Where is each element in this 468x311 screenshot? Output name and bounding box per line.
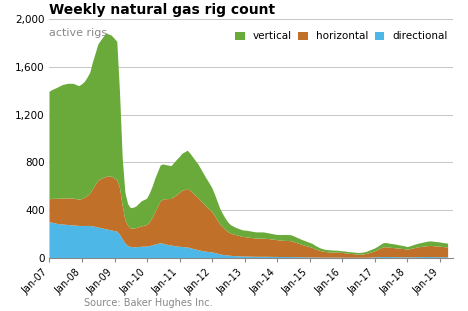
- Text: active rigs: active rigs: [50, 28, 108, 38]
- Text: Weekly natural gas rig count: Weekly natural gas rig count: [50, 3, 276, 17]
- Text: Source: Baker Hughes Inc.: Source: Baker Hughes Inc.: [84, 298, 213, 308]
- Legend: vertical, horizontal, directional: vertical, horizontal, directional: [235, 31, 448, 41]
